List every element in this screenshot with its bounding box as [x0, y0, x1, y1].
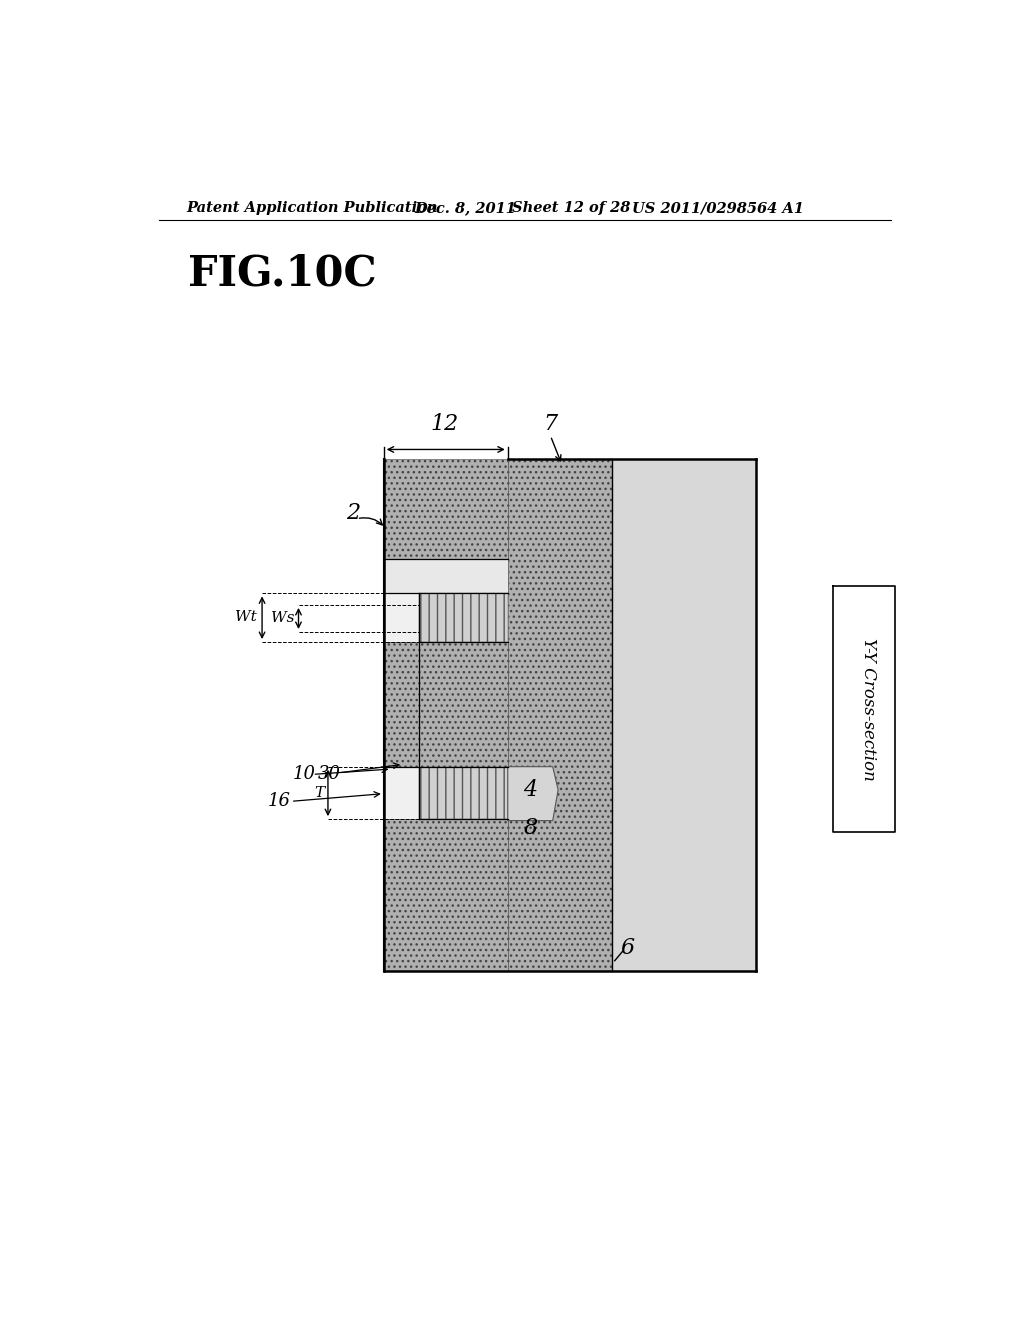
Text: 16: 16	[267, 792, 291, 810]
Polygon shape	[384, 558, 508, 594]
Polygon shape	[384, 459, 508, 558]
Polygon shape	[508, 459, 756, 970]
Text: 10: 10	[293, 766, 316, 783]
Polygon shape	[612, 459, 756, 970]
Polygon shape	[419, 594, 508, 642]
Text: Dec. 8, 2011: Dec. 8, 2011	[415, 202, 517, 215]
Polygon shape	[384, 642, 508, 767]
Text: Y-Y Cross-section: Y-Y Cross-section	[859, 638, 877, 780]
Text: FIG.10C: FIG.10C	[188, 253, 377, 294]
Text: Patent Application Publication: Patent Application Publication	[186, 202, 437, 215]
Text: 30: 30	[318, 766, 341, 783]
Text: Wt: Wt	[234, 610, 257, 624]
Polygon shape	[384, 818, 508, 970]
Polygon shape	[419, 767, 508, 818]
Text: 6: 6	[621, 937, 635, 958]
Text: 2: 2	[346, 502, 359, 524]
Polygon shape	[384, 767, 419, 818]
Text: 12: 12	[430, 413, 459, 436]
Text: 4: 4	[523, 779, 538, 801]
Text: T: T	[314, 785, 325, 800]
Polygon shape	[508, 459, 612, 970]
Text: 7: 7	[544, 413, 557, 436]
Text: US 2011/0298564 A1: US 2011/0298564 A1	[632, 202, 804, 215]
Text: Ws: Ws	[271, 611, 295, 626]
Polygon shape	[508, 767, 558, 821]
Polygon shape	[384, 594, 419, 642]
Text: 8: 8	[524, 817, 538, 840]
Text: Sheet 12 of 28: Sheet 12 of 28	[512, 202, 630, 215]
